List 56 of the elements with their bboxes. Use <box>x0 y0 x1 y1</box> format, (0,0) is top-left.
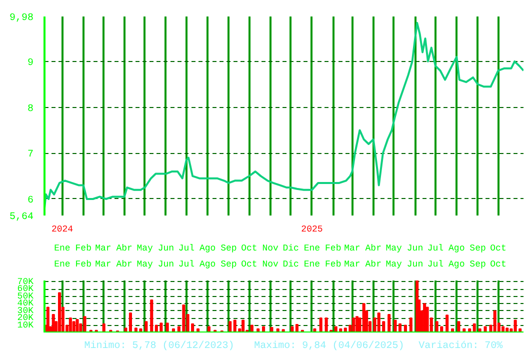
x-tick-label: Sep <box>470 260 486 270</box>
x-tick-label: May <box>386 244 403 254</box>
x-tick-label: Mar <box>95 244 112 254</box>
x-tick-label: May <box>136 260 154 270</box>
x-tick-label: Dic <box>282 260 299 270</box>
y-tick-label: 5,64 <box>9 212 34 223</box>
y-tick-label: 9,98 <box>9 13 34 24</box>
x-tick-label: Abr <box>365 244 382 254</box>
x-tick-label: Nov <box>262 260 280 270</box>
x-tick-label: Ago <box>448 260 465 270</box>
x-tick-label: Ene <box>54 244 70 254</box>
x-tick-label: Feb <box>325 244 342 254</box>
x-tick-label: Ene <box>54 260 70 270</box>
x-tick-label: Nov <box>262 244 280 254</box>
x-tick-label: Sep <box>220 260 237 270</box>
x-tick-label: Abr <box>116 244 132 254</box>
x-tick-label: Feb <box>325 260 342 270</box>
x-tick-label: Abr <box>116 260 132 270</box>
x-tick-label: Abr <box>365 260 382 270</box>
x-tick-label: Jun <box>158 260 174 270</box>
x-tick-label: Feb <box>75 260 92 270</box>
y-tick-label: 9 <box>28 58 34 69</box>
y-tick-label: 6 <box>28 195 34 206</box>
y-tick-label: 10K <box>17 320 34 330</box>
x2-tick-label: 2024 <box>51 224 74 234</box>
x-tick-label: Ago <box>448 244 465 254</box>
x-tick-label: Dic <box>282 244 299 254</box>
text: Variación: 70% <box>418 340 503 352</box>
x-tick-label: May <box>386 260 403 270</box>
x-tick-label: Jul <box>427 260 444 270</box>
y-tick-label: 7 <box>28 150 34 161</box>
x-tick-label: Mar <box>344 244 360 254</box>
x-tick-label: Oct <box>490 244 506 254</box>
x-tick-label: Jun <box>406 244 424 254</box>
x2-tick-label: 2025 <box>301 224 323 234</box>
x-tick-label: Mar <box>344 260 360 270</box>
x-tick-label: Sep <box>470 244 486 254</box>
x-tick-label: Ene <box>304 260 320 270</box>
x-tick-label: Jul <box>427 244 444 254</box>
x-tick-label: Jul <box>178 260 195 270</box>
x-tick-label: Jun <box>158 244 174 254</box>
text: Maximo: 9,84 (04/06/2025) <box>254 340 404 352</box>
x-tick-label: Oct <box>490 260 506 270</box>
x-tick-label: Ene <box>304 244 320 254</box>
x-tick-label: Ago <box>199 260 216 270</box>
y-tick-label: 8 <box>28 104 34 115</box>
x-tick-label: Mar <box>95 260 112 270</box>
x-tick-label: Oct <box>241 260 258 270</box>
x-tick-label: Feb <box>75 244 92 254</box>
x-tick-label: Jul <box>178 244 195 254</box>
x-tick-label: Oct <box>241 244 258 254</box>
x-tick-label: Jun <box>406 260 424 270</box>
text: Minimo: 5,78 (06/12/2023) <box>84 340 234 352</box>
x-tick-label: Ago <box>199 244 216 254</box>
x-tick-label: Sep <box>220 244 237 254</box>
x-tick-label: May <box>136 244 154 254</box>
